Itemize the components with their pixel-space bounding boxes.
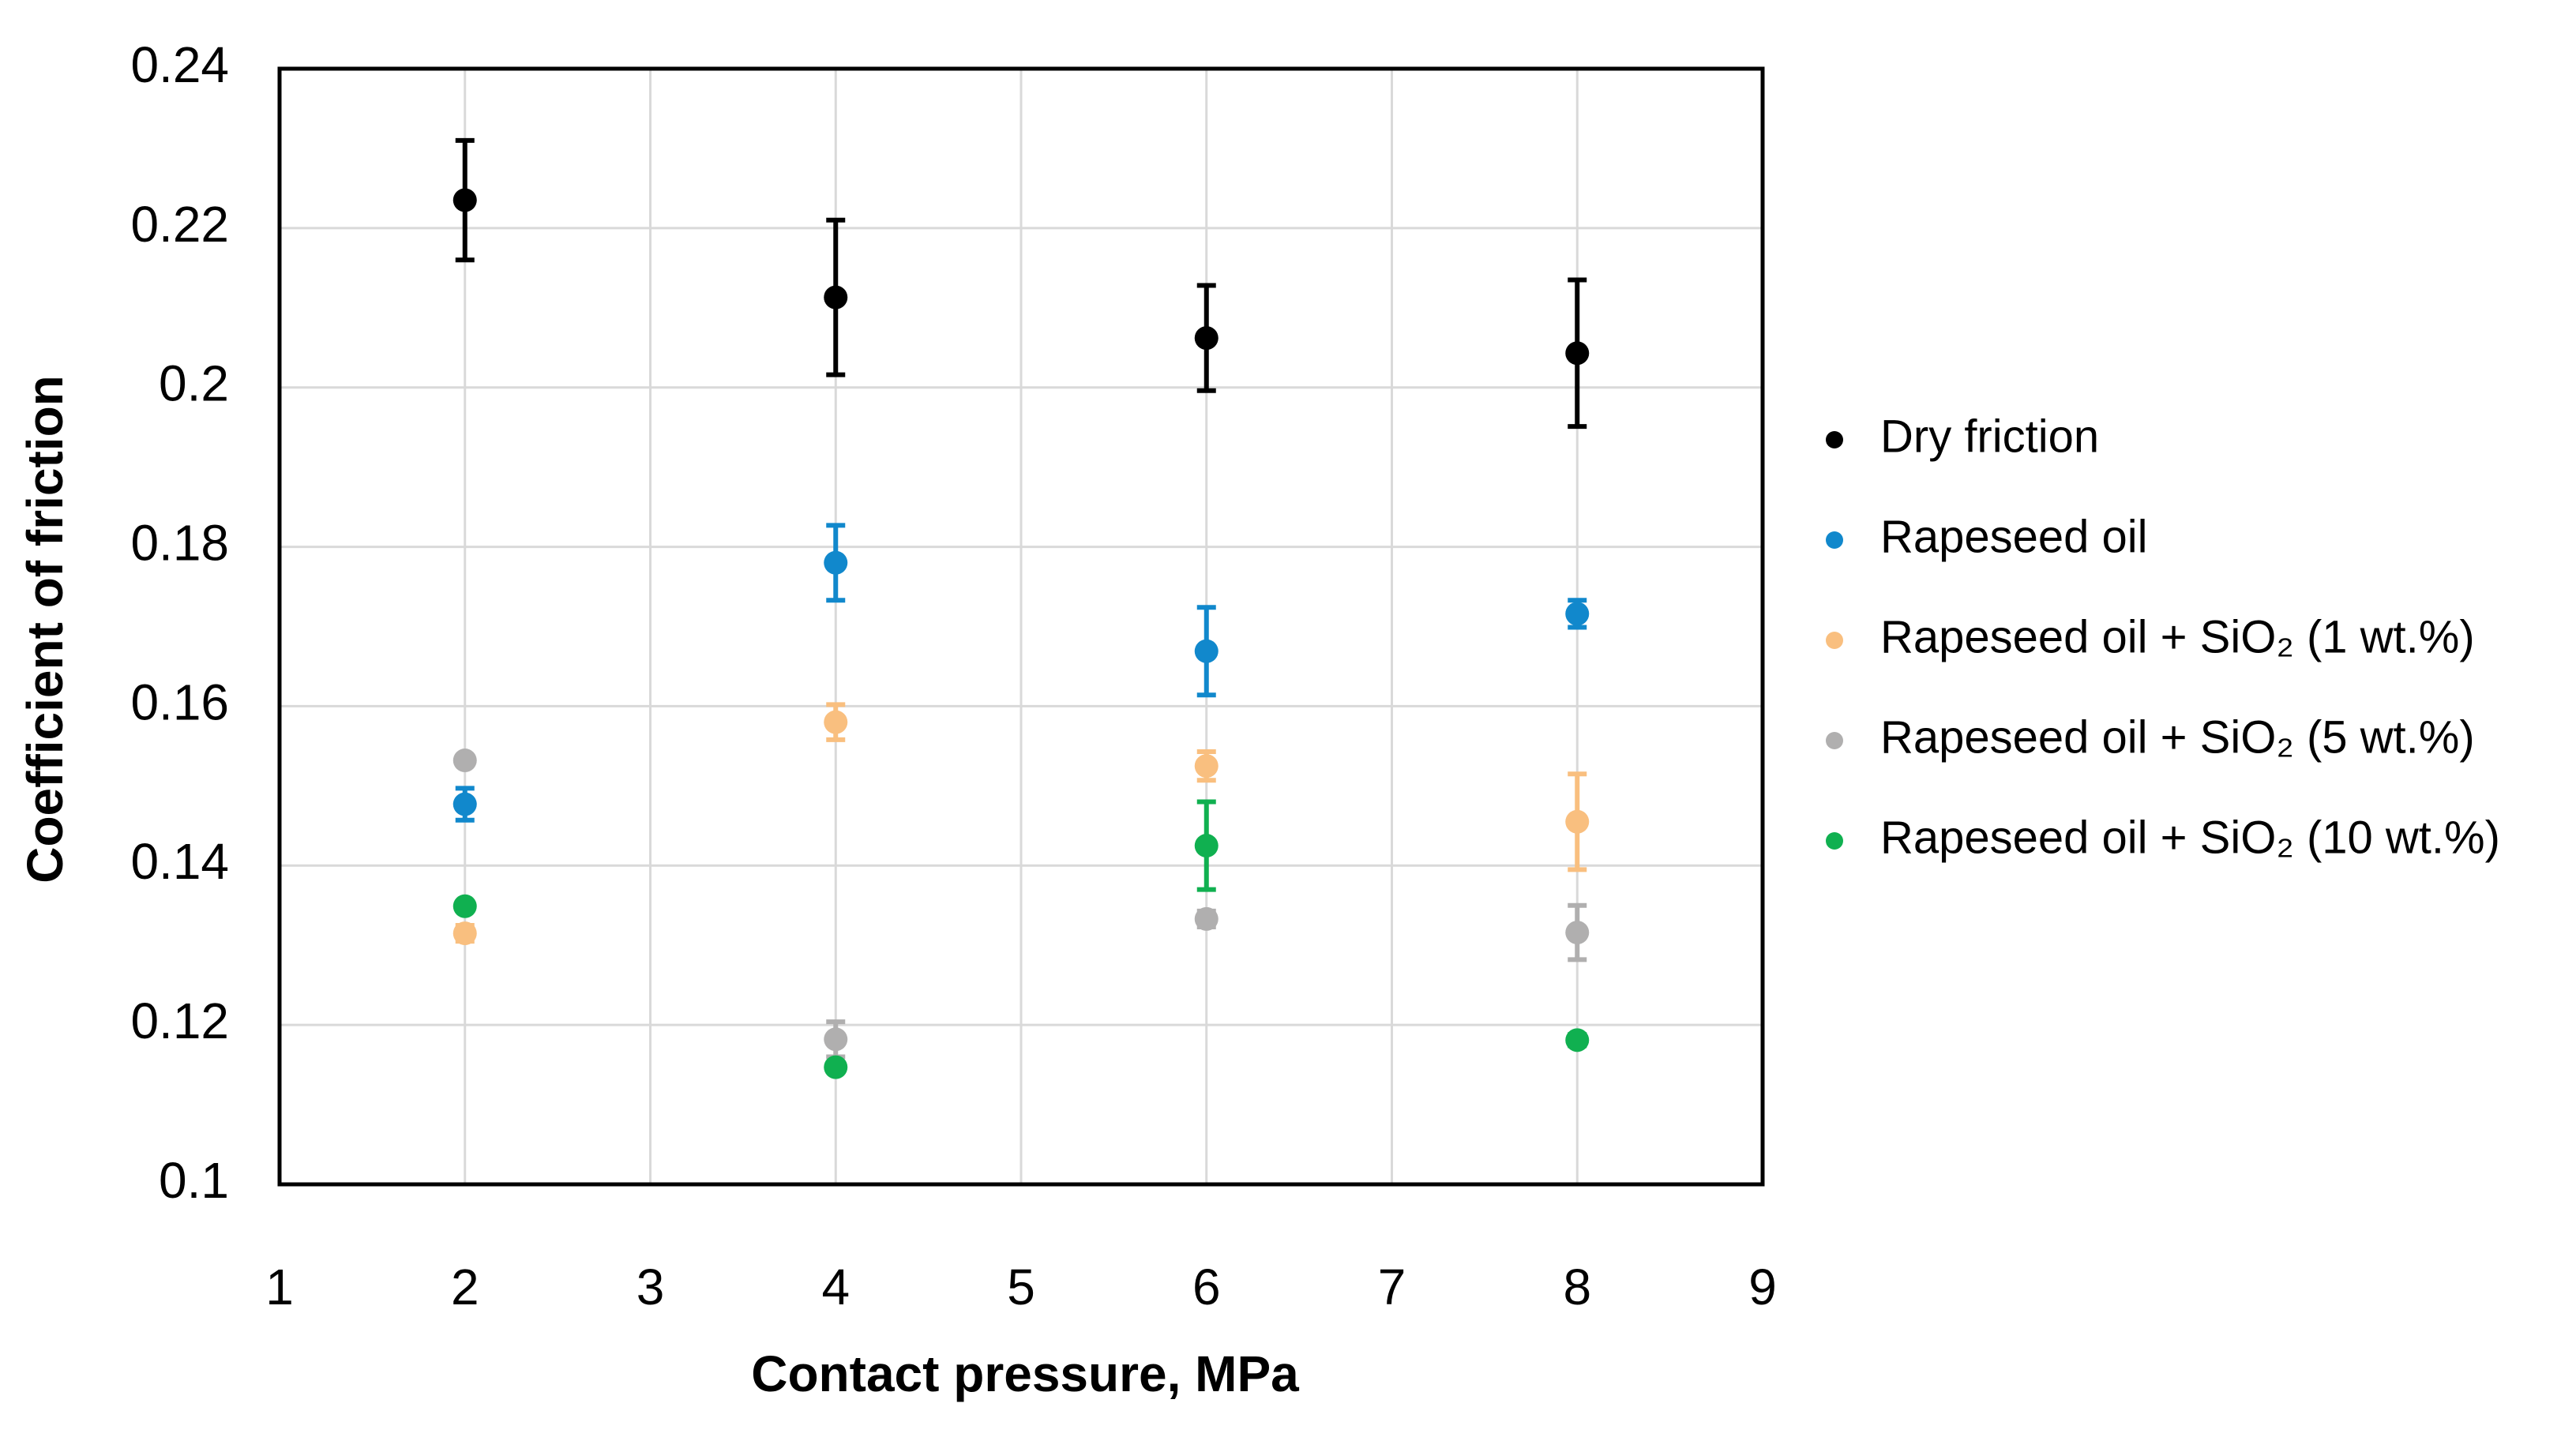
data-point bbox=[824, 1027, 848, 1052]
data-point bbox=[1194, 754, 1219, 779]
data-point bbox=[452, 921, 477, 946]
y-tick-label: 0.18 bbox=[130, 514, 229, 571]
data-point bbox=[1565, 341, 1590, 366]
legend-marker bbox=[1826, 832, 1843, 850]
x-tick-label: 4 bbox=[821, 1259, 850, 1315]
data-point bbox=[1194, 906, 1219, 931]
y-axis-title: Coefficient of friction bbox=[17, 375, 73, 884]
data-point bbox=[1565, 809, 1590, 834]
plot-frame bbox=[277, 66, 1765, 1187]
data-point bbox=[824, 285, 848, 310]
data-point bbox=[1565, 1028, 1590, 1052]
x-tick-label: 8 bbox=[1563, 1259, 1591, 1315]
y-tick-label: 0.22 bbox=[130, 196, 229, 253]
y-tick-label: 0.24 bbox=[130, 36, 229, 93]
data-point bbox=[824, 550, 848, 575]
legend-label: Dry friction bbox=[1880, 411, 2099, 462]
data-point bbox=[452, 792, 477, 816]
data-point bbox=[824, 1055, 848, 1079]
data-point bbox=[452, 188, 477, 212]
x-tick-label: 5 bbox=[1007, 1259, 1035, 1315]
legend-marker bbox=[1826, 431, 1843, 448]
legend-marker bbox=[1826, 632, 1843, 649]
data-point bbox=[1565, 921, 1590, 945]
legend-label: Rapeseed oil bbox=[1880, 511, 2148, 562]
data-point bbox=[1565, 602, 1590, 626]
y-tick-label: 0.14 bbox=[130, 833, 229, 890]
legend-label: Rapeseed oil + SiO₂ (1 wt.%) bbox=[1880, 611, 2475, 662]
legend-label: Rapeseed oil + SiO₂ (5 wt.%) bbox=[1880, 711, 2475, 763]
data-point bbox=[1194, 834, 1219, 858]
x-tick-label: 6 bbox=[1192, 1259, 1221, 1315]
legend-marker bbox=[1826, 531, 1843, 549]
legend-label: Rapeseed oil + SiO₂ (10 wt.%) bbox=[1880, 812, 2500, 863]
legend-marker bbox=[1826, 732, 1843, 749]
y-tick-label: 0.12 bbox=[130, 992, 229, 1049]
x-tick-label: 2 bbox=[451, 1259, 479, 1315]
data-point bbox=[452, 894, 477, 918]
y-tick-label: 0.1 bbox=[159, 1152, 229, 1209]
y-tick-label: 0.2 bbox=[159, 355, 229, 412]
y-tick-label: 0.16 bbox=[130, 673, 229, 730]
x-axis-title: Contact pressure, MPa bbox=[751, 1345, 1299, 1402]
data-point bbox=[1194, 326, 1219, 351]
data-point bbox=[824, 710, 848, 734]
data-point bbox=[452, 749, 477, 773]
x-tick-label: 9 bbox=[1748, 1259, 1777, 1315]
x-tick-label: 1 bbox=[265, 1259, 294, 1315]
x-tick-label: 3 bbox=[636, 1259, 665, 1315]
data-point bbox=[1194, 639, 1219, 663]
x-tick-label: 7 bbox=[1378, 1259, 1406, 1315]
